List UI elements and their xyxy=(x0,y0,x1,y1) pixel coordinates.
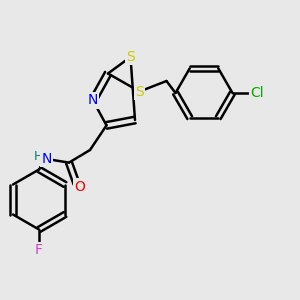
Text: S: S xyxy=(126,50,135,64)
Text: F: F xyxy=(35,243,43,257)
Text: N: N xyxy=(41,152,52,166)
Text: O: O xyxy=(74,180,85,194)
Text: Cl: Cl xyxy=(250,86,263,100)
Text: H: H xyxy=(34,149,43,163)
Text: N: N xyxy=(88,94,98,107)
Text: S: S xyxy=(135,85,144,98)
